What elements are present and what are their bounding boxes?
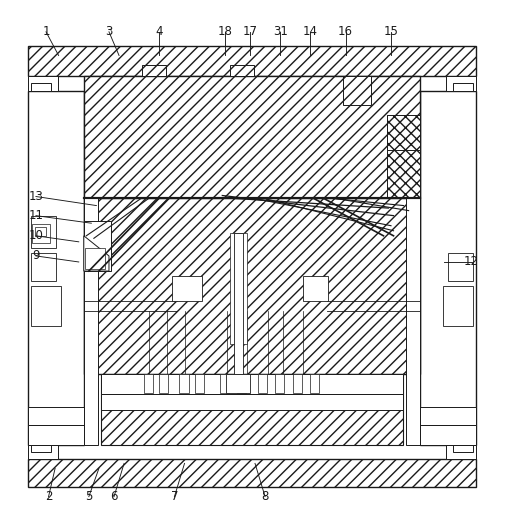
Bar [234, 233, 243, 375]
Bar [142, 64, 166, 76]
Bar [275, 375, 284, 393]
Text: 8: 8 [262, 490, 269, 503]
Bar [293, 375, 302, 393]
Bar [343, 76, 371, 105]
Text: 1: 1 [42, 26, 50, 38]
Bar [160, 375, 168, 393]
Bar [102, 375, 402, 445]
Polygon shape [84, 236, 109, 271]
Bar [453, 445, 473, 452]
Bar [220, 375, 229, 393]
Bar [420, 91, 476, 445]
Bar [226, 375, 250, 393]
Text: 14: 14 [303, 26, 318, 38]
Bar [311, 375, 320, 393]
Bar [31, 215, 56, 248]
Bar [387, 115, 420, 198]
Bar [303, 276, 328, 301]
Bar [237, 375, 246, 393]
Bar [84, 198, 98, 445]
Bar [453, 83, 473, 91]
Bar [31, 445, 51, 452]
Bar [32, 224, 50, 243]
Bar [84, 221, 112, 271]
Bar [446, 76, 476, 91]
Bar [28, 407, 84, 425]
Text: 3: 3 [105, 26, 113, 38]
Text: 16: 16 [338, 26, 353, 38]
Bar [28, 459, 476, 487]
Bar [28, 445, 58, 459]
Bar [31, 83, 51, 91]
Bar [443, 286, 473, 327]
Bar [28, 425, 84, 445]
Bar [230, 64, 254, 76]
Text: 31: 31 [273, 26, 288, 38]
Text: 5: 5 [85, 490, 92, 503]
Text: 7: 7 [171, 490, 178, 503]
Bar [406, 198, 420, 445]
Bar [194, 375, 204, 393]
Bar [448, 253, 473, 281]
Text: 15: 15 [384, 26, 398, 38]
Bar [84, 76, 420, 198]
Text: 2: 2 [45, 490, 53, 503]
Bar [179, 375, 188, 393]
Bar [31, 253, 56, 281]
Text: 13: 13 [28, 190, 43, 203]
Bar [102, 394, 402, 410]
Text: 11: 11 [28, 209, 43, 222]
Bar [172, 276, 202, 301]
Bar [420, 425, 476, 445]
Text: 12: 12 [464, 255, 479, 269]
Bar [446, 445, 476, 459]
Bar [85, 248, 106, 269]
Text: 18: 18 [217, 26, 232, 38]
Bar [258, 375, 267, 393]
Bar [35, 227, 46, 236]
Text: 17: 17 [242, 26, 258, 38]
Text: 10: 10 [28, 229, 43, 242]
Bar [28, 46, 476, 76]
Bar [31, 286, 61, 327]
Bar [28, 76, 58, 91]
Bar [102, 375, 402, 394]
Bar [84, 198, 420, 375]
Text: 6: 6 [110, 490, 118, 503]
Bar [420, 407, 476, 425]
Bar [144, 375, 154, 393]
Bar [387, 115, 420, 150]
Text: 4: 4 [156, 26, 163, 38]
Bar [28, 91, 84, 445]
Text: 9: 9 [32, 250, 40, 262]
Bar [230, 233, 247, 344]
